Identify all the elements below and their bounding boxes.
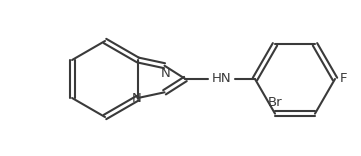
- Text: Br: Br: [268, 96, 282, 109]
- Text: N: N: [161, 67, 170, 80]
- Text: N: N: [132, 92, 142, 105]
- Text: F: F: [340, 73, 348, 85]
- Text: HN: HN: [212, 73, 232, 85]
